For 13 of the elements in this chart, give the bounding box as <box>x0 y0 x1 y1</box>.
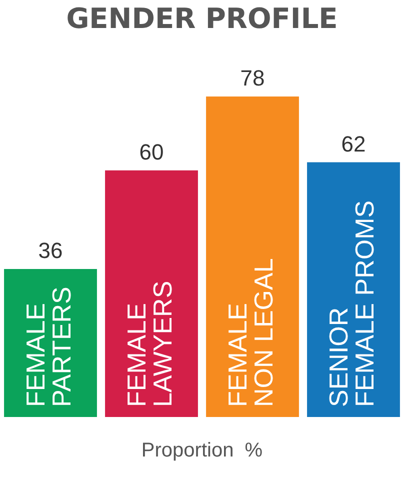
data-label: 62 <box>341 131 366 156</box>
x-tick-label: FEMALE LAWYERS <box>122 280 178 407</box>
data-label: 78 <box>240 66 265 91</box>
x-tick-label: SENIOR FEMALE PROMS <box>324 200 380 407</box>
bar <box>307 162 400 417</box>
x-tick-label: FEMALE PARTERS <box>20 286 77 407</box>
data-label: 36 <box>38 238 63 264</box>
bar <box>105 170 198 417</box>
data-label: 60 <box>139 139 164 164</box>
x-tick-label: FEMALE NON LEGAL <box>222 258 279 407</box>
x-axis-title: Proportion % <box>141 440 263 462</box>
chart-title: GENDER PROFILE <box>66 2 338 36</box>
bar <box>206 96 299 417</box>
